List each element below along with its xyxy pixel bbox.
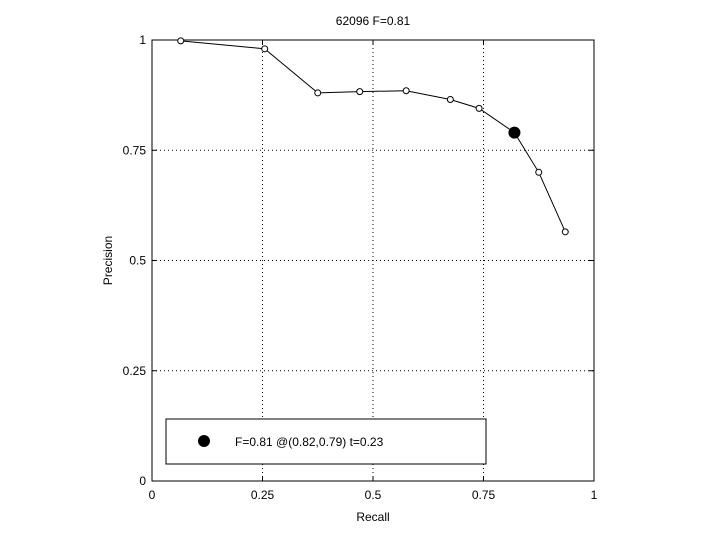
y-tick-label: 0.75: [123, 143, 147, 157]
y-tick-label: 0.25: [123, 364, 147, 378]
data-point: [535, 168, 543, 176]
axis-ticks: 0 0.25 0.5 0.75 1 0 0.25 0.5 0.75 1: [123, 33, 598, 502]
x-tick-label: 0.5: [365, 488, 382, 502]
series-line-group: [180, 40, 566, 233]
series-points-group: [177, 37, 569, 236]
x-axis-label: Recall: [356, 510, 389, 524]
x-tick-label: 0.25: [251, 488, 275, 502]
x-tick-label: 0.75: [472, 488, 496, 502]
chart-title: 62096 F=0.81: [336, 14, 411, 28]
data-point: [475, 104, 483, 112]
x-tick-label: 0: [149, 488, 156, 502]
series-line: [180, 40, 566, 233]
best-f-point: [508, 126, 521, 139]
data-point: [402, 87, 410, 95]
legend-box: [165, 418, 487, 465]
legend-marker: [198, 435, 210, 447]
data-point: [561, 228, 569, 236]
grid-lines: [152, 40, 594, 481]
y-tick-label: 1: [139, 33, 146, 47]
data-point: [314, 89, 322, 97]
legend: F=0.81 @(0.82,0.79) t=0.23: [165, 418, 487, 465]
y-tick-label: 0: [139, 474, 146, 488]
y-axis-label: Precision: [101, 236, 115, 285]
data-point: [177, 37, 185, 45]
data-point: [446, 96, 454, 104]
data-point: [261, 45, 269, 53]
data-point: [356, 88, 364, 96]
x-tick-label: 1: [591, 488, 598, 502]
legend-text: F=0.81 @(0.82,0.79) t=0.23: [235, 435, 384, 449]
y-tick-label: 0.5: [129, 254, 146, 268]
